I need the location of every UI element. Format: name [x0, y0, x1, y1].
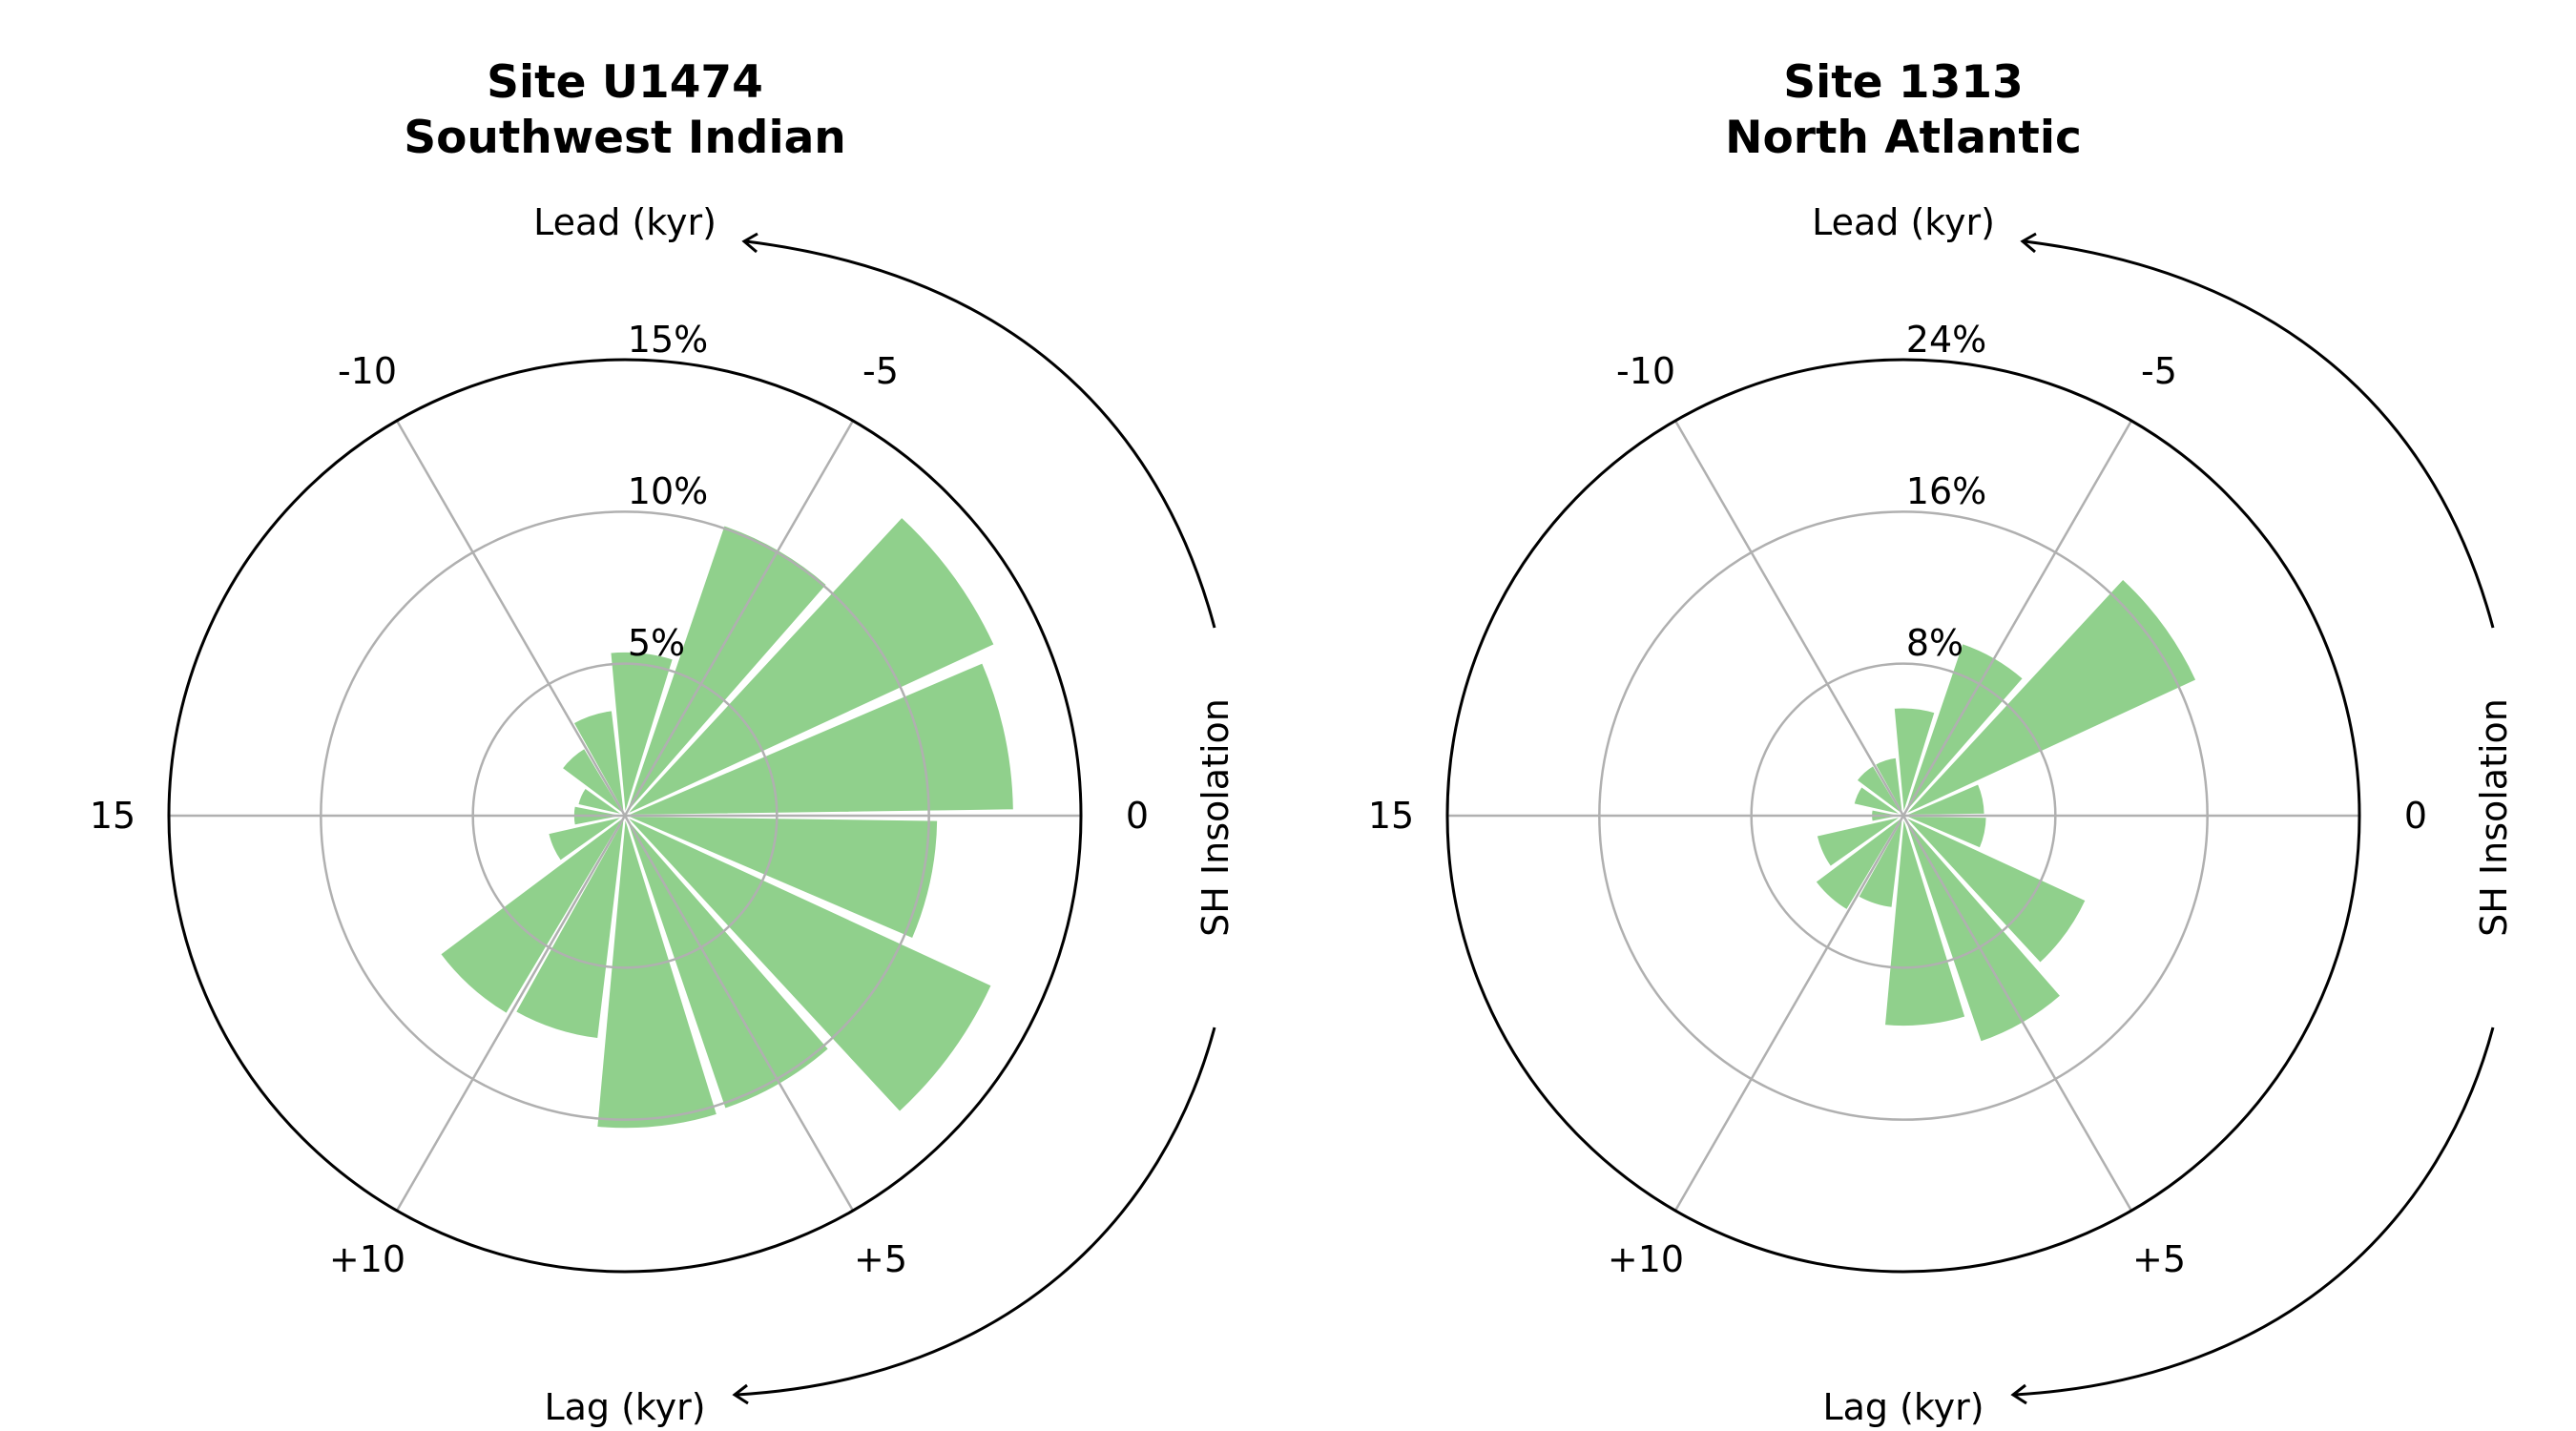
radial-tick-label: 15% [628, 319, 708, 361]
polar-bar [547, 815, 626, 863]
angular-gridline [623, 420, 855, 817]
polar-bar [609, 650, 675, 817]
polar-bar [571, 709, 626, 817]
lead-arrow [2024, 239, 2495, 629]
polar-chart-u1474: Site U1474 Southwest Indian 15% 10% 5% 0… [90, 56, 1236, 1428]
angle-tick-label: 15 [90, 795, 135, 837]
reference-label: SH Insolation [1195, 698, 1236, 937]
angle-tick-label: 15 [1368, 795, 1414, 837]
angle-tick-label: -10 [338, 350, 397, 392]
lag-arrowhead [2010, 1383, 2027, 1405]
angle-tick-label: 0 [2404, 795, 2427, 837]
angle-tick-label: -5 [862, 350, 899, 392]
lag-label: Lag (kyr) [544, 1386, 705, 1428]
polar-bar [1852, 784, 1904, 817]
reference-label: SH Insolation [2473, 698, 2515, 937]
polar-bar [624, 515, 996, 817]
angle-tick-label: +10 [329, 1238, 405, 1280]
lag-arrowhead [732, 1383, 749, 1405]
outer-ring [167, 358, 1083, 1274]
polar-bar [576, 786, 626, 817]
angular-gridline [1901, 420, 2133, 817]
polar-bar [624, 815, 940, 941]
polar-chart-1313: Site 1313 North Atlantic 24% 16% 8% 0 -5… [1368, 56, 2515, 1428]
lead-label: Lead (kyr) [533, 201, 717, 243]
chart-title-line1: Site U1474 [487, 56, 763, 109]
bar-group [1814, 577, 2198, 1044]
grid-group [169, 420, 1081, 1212]
angular-gridline [623, 815, 855, 1212]
polar-bar [624, 815, 994, 1114]
angular-gridline [1901, 815, 2133, 1212]
angular-gridline [395, 420, 627, 817]
radial-tick-label: 24% [1906, 319, 1986, 361]
chart-title-line2: North Atlantic [1725, 112, 2082, 164]
lead-arrow [745, 239, 1216, 629]
lead-arrowhead [2020, 232, 2037, 254]
lead-arrowhead [741, 232, 758, 254]
polar-bar [624, 660, 1015, 817]
angle-tick-label: +5 [854, 1238, 907, 1280]
polar-bar [1892, 706, 1937, 817]
polar-bar [1814, 815, 1904, 912]
angle-tick-label: +5 [2132, 1238, 2186, 1280]
lead-label: Lead (kyr) [1812, 201, 1995, 243]
polar-bar [1902, 577, 2198, 817]
angle-tick-label: 0 [1126, 795, 1149, 837]
radial-tick-label: 16% [1906, 470, 1986, 512]
grid-group [1447, 420, 2359, 1212]
lag-arrow [2014, 1027, 2495, 1397]
radial-tick-label: 8% [1906, 622, 1963, 664]
chart-title-line2: Southwest Indian [404, 112, 846, 164]
polar-bar [1857, 815, 1904, 910]
radial-tick-label: 10% [628, 470, 708, 512]
angle-tick-label: -5 [2141, 350, 2177, 392]
angle-tick-label: +10 [1608, 1238, 1684, 1280]
polar-bar [595, 815, 719, 1130]
polar-bar [438, 815, 626, 1016]
lag-arrow [736, 1027, 1216, 1397]
radial-tick-label: 5% [628, 622, 685, 664]
angular-gridline [395, 815, 627, 1212]
polar-bar [1815, 815, 1904, 869]
polar-bar [1902, 815, 2088, 965]
polar-bar [513, 815, 626, 1041]
chart-title-line1: Site 1313 [1783, 56, 2023, 109]
angular-gridline [1673, 420, 1905, 817]
angle-tick-label: -10 [1616, 350, 1675, 392]
outer-ring [1445, 358, 2361, 1274]
polar-bar [1882, 815, 1967, 1028]
bar-group [438, 515, 1015, 1130]
angular-gridline [1673, 815, 1905, 1212]
lag-label: Lag (kyr) [1822, 1386, 1984, 1428]
